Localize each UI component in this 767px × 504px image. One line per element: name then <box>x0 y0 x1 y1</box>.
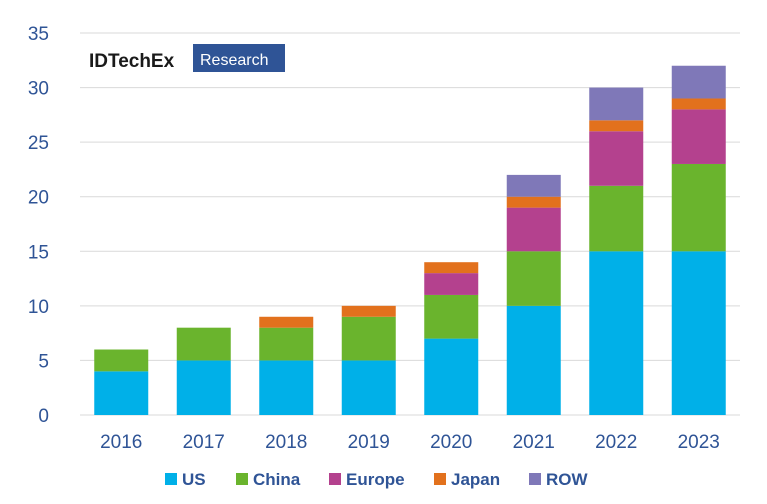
bar-japan-2022 <box>589 120 644 132</box>
bar-us-2021 <box>506 305 561 415</box>
logo-sub-box <box>193 44 285 72</box>
y-tick-label: 30 <box>28 79 49 100</box>
bar-us-2017 <box>176 360 231 415</box>
y-tick-label: 15 <box>28 242 49 263</box>
x-tick-label: 2023 <box>678 432 720 453</box>
bar-us-2016 <box>94 371 149 415</box>
bar-us-2018 <box>259 360 314 415</box>
bar-japan-2020 <box>424 262 479 274</box>
x-axis-ticks: 2016 2017 2018 2019 2020 2021 2022 2023 <box>100 432 720 453</box>
y-tick-label: 35 <box>28 24 49 45</box>
bar-us-2022 <box>589 251 644 415</box>
bar-row-2022 <box>589 87 644 121</box>
bar-us-2019 <box>341 360 396 415</box>
bar-japan-2019 <box>341 305 396 317</box>
bar-us-2020 <box>424 338 479 415</box>
x-tick-label: 2022 <box>595 432 637 453</box>
y-axis-ticks: 0 5 10 15 20 25 30 35 <box>28 24 49 427</box>
y-tick-label: 0 <box>38 406 49 427</box>
legend-label-europe: Europe <box>346 470 405 489</box>
legend-label-china: China <box>253 470 301 489</box>
logo-main-text: IDTechEx <box>89 51 175 72</box>
x-tick-label: 2020 <box>430 432 472 453</box>
legend-swatch-europe <box>329 473 341 485</box>
bar-china-2023 <box>671 163 726 252</box>
bar-europe-2021 <box>506 207 561 252</box>
bar-europe-2022 <box>589 131 644 186</box>
bar-china-2021 <box>506 251 561 306</box>
bar-china-2018 <box>259 327 314 361</box>
legend-label-us: US <box>182 470 206 489</box>
x-tick-label: 2021 <box>513 432 555 453</box>
bar-china-2020 <box>424 294 479 339</box>
y-tick-label: 10 <box>28 297 49 318</box>
legend-label-japan: Japan <box>451 470 500 489</box>
x-tick-label: 2019 <box>348 432 390 453</box>
bar-china-2022 <box>589 185 644 252</box>
bar-china-2017 <box>176 327 231 361</box>
legend-swatch-row <box>529 473 541 485</box>
logo: IDTechEx Research <box>89 44 285 72</box>
bars <box>94 65 726 415</box>
logo-sub-text: Research <box>200 52 268 69</box>
legend: US China Europe Japan ROW <box>165 470 589 489</box>
bar-china-2016 <box>94 349 149 372</box>
x-tick-label: 2017 <box>183 432 225 453</box>
bar-japan-2021 <box>506 196 561 208</box>
legend-label-row: ROW <box>546 470 589 489</box>
bar-row-2023 <box>671 65 726 99</box>
x-tick-label: 2018 <box>265 432 307 453</box>
y-tick-label: 25 <box>28 133 49 154</box>
bar-europe-2020 <box>424 273 479 295</box>
y-tick-label: 5 <box>38 351 49 372</box>
bar-europe-2023 <box>671 109 726 164</box>
legend-swatch-us <box>165 473 177 485</box>
bar-row-2021 <box>506 174 561 197</box>
legend-swatch-japan <box>434 473 446 485</box>
legend-swatch-china <box>236 473 248 485</box>
x-tick-label: 2016 <box>100 432 142 453</box>
bar-japan-2023 <box>671 98 726 110</box>
bar-us-2023 <box>671 251 726 415</box>
y-tick-label: 20 <box>28 188 49 209</box>
bar-japan-2018 <box>259 316 314 328</box>
bar-china-2019 <box>341 316 396 361</box>
